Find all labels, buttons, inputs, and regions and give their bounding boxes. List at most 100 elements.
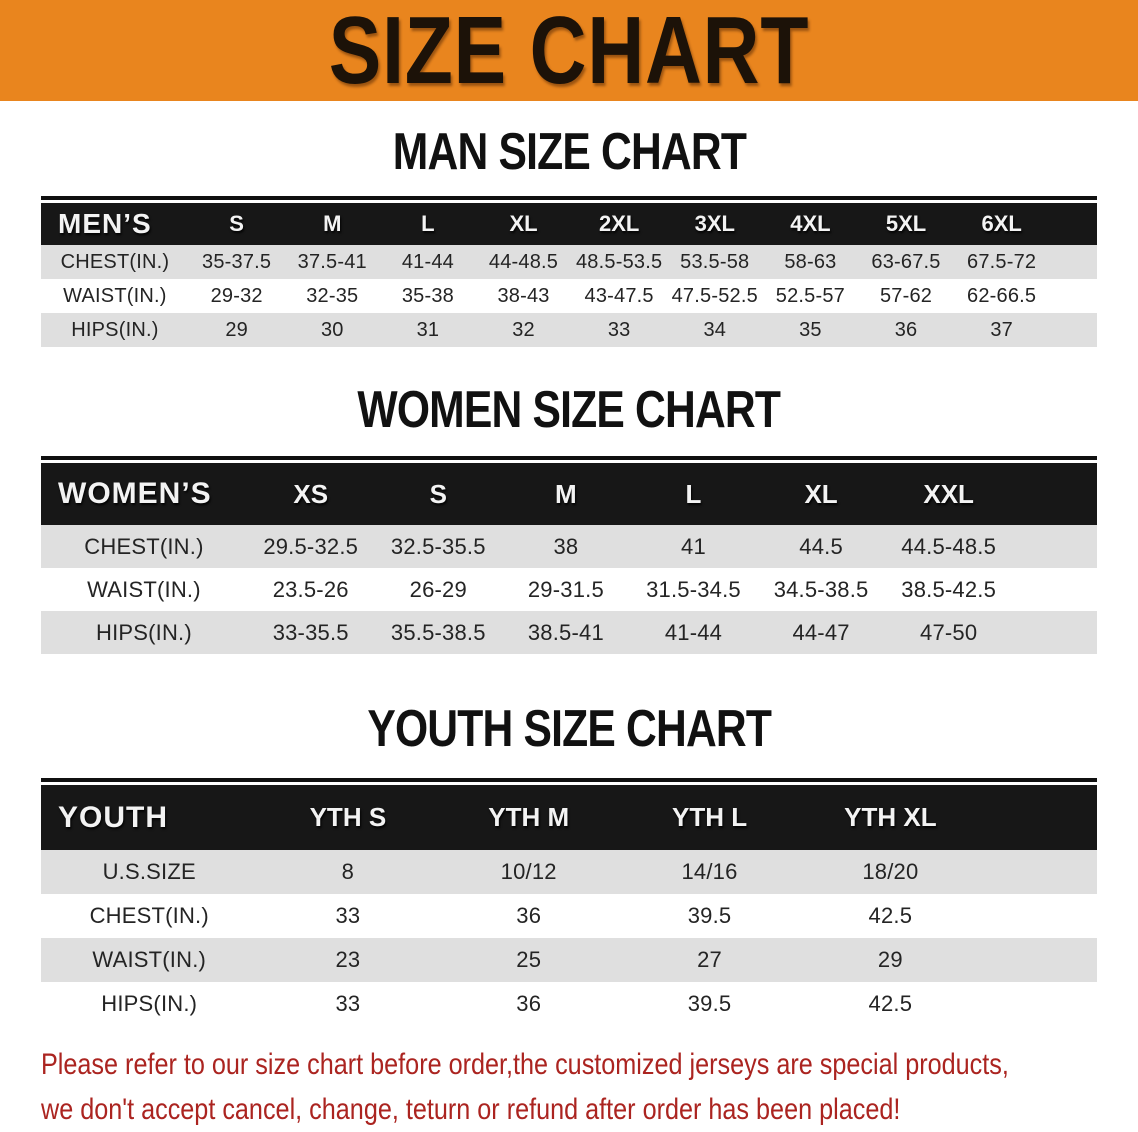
size-cell: 34.5-38.5 xyxy=(773,576,869,602)
size-cell: 42.5 xyxy=(868,903,913,928)
size-cell: 38-43 xyxy=(497,284,550,307)
table-row: U.S.SIZE 8 10/12 14/16 18/20 xyxy=(41,850,1097,894)
policy-note: Please refer to our size chart before or… xyxy=(41,1042,1138,1132)
size-cell: 18/20 xyxy=(862,859,919,884)
spacer-cell xyxy=(981,850,1097,894)
women-header-row: WOMEN’S XS S M L XL XXL xyxy=(41,463,1097,525)
spacer-cell xyxy=(1049,245,1097,279)
men-col-header-3xl: 3XL xyxy=(666,203,763,245)
size-cell: 29-31.5 xyxy=(527,576,604,602)
size-cell: 37 xyxy=(990,318,1013,341)
size-cell: 42.5 xyxy=(868,991,913,1016)
women-chart-heading-text: WOMEN SIZE CHART xyxy=(357,381,782,439)
women-corner-label: WOMEN’S xyxy=(41,463,247,525)
size-cell: 31 xyxy=(416,318,440,341)
size-cell: 41-44 xyxy=(664,619,723,645)
women-col-header-xs: XS xyxy=(246,463,375,525)
women-col-header-s: S xyxy=(374,463,503,525)
size-cell: 38.5-41 xyxy=(527,619,604,645)
size-cell: 48.5-53.5 xyxy=(575,250,663,273)
men-col-header-s: S xyxy=(188,203,285,245)
size-cell: 29 xyxy=(877,947,903,972)
row-label: U.S.SIZE xyxy=(102,859,196,884)
size-cell: 52.5-57 xyxy=(775,284,845,307)
size-cell: 27 xyxy=(697,947,722,972)
size-cell: 32.5-35.5 xyxy=(390,533,486,559)
size-cell: 29.5-32.5 xyxy=(263,533,359,559)
row-label: WAIST(IN.) xyxy=(87,576,201,602)
spacer-cell xyxy=(1012,463,1097,525)
youth-corner-label: YOUTH xyxy=(41,785,258,850)
men-col-header-2xl: 2XL xyxy=(571,203,667,245)
size-cell: 62-66.5 xyxy=(967,284,1037,307)
youth-header-row: YOUTH YTH S YTH M YTH L YTH XL xyxy=(41,785,1097,850)
size-cell: 53.5-58 xyxy=(680,250,750,273)
men-col-header-6xl: 6XL xyxy=(953,203,1050,245)
size-cell: 29 xyxy=(225,318,248,341)
size-cell: 32-35 xyxy=(306,284,359,307)
size-cell: 39.5 xyxy=(687,991,732,1016)
women-chart-heading: WOMEN SIZE CHART xyxy=(0,381,1138,439)
size-cell: 35-38 xyxy=(401,284,454,307)
row-label: HIPS(IN.) xyxy=(71,318,159,341)
size-cell: 38 xyxy=(553,533,579,559)
women-col-header-l: L xyxy=(629,463,758,525)
men-size-section: MAN SIZE CHART MEN’S S M L XL 2XL 3XL 4XL 5XL 6XL… xyxy=(0,126,1138,347)
women-table: WOMEN’S XS S M L XL XXL CHEST(IN.) 29.5-32.5 32.5… xyxy=(41,463,1097,654)
size-cell: 33 xyxy=(335,991,361,1016)
size-cell: 37.5-41 xyxy=(297,250,367,273)
size-cell: 26-29 xyxy=(409,576,467,602)
men-size-table: MEN’S S M L XL 2XL 3XL 4XL 5XL 6XL CHEST(IN.) 35-37… xyxy=(41,196,1097,347)
youth-col-header-yth-xl: YTH XL xyxy=(799,785,981,850)
size-cell: 67.5-72 xyxy=(967,250,1037,273)
spacer-cell xyxy=(1049,203,1097,245)
size-cell: 44-48.5 xyxy=(488,250,559,273)
women-size-section: WOMEN SIZE CHART WOMEN’S XS S M L XL XXL CHEST(… xyxy=(0,381,1138,654)
women-col-header-xxl: XXL xyxy=(884,463,1013,525)
row-label: WAIST(IN.) xyxy=(63,284,167,307)
size-cell: 23 xyxy=(335,947,361,972)
youth-chart-heading-text: YOUTH SIZE CHART xyxy=(367,700,772,758)
men-chart-heading: MAN SIZE CHART xyxy=(0,126,1138,178)
men-corner-label: MEN’S xyxy=(41,203,189,245)
size-cell: 44-47 xyxy=(792,619,850,645)
size-cell: 35-37.5 xyxy=(202,250,272,273)
size-cell: 47-50 xyxy=(920,619,978,645)
table-row: WAIST(IN.) 29-32 32-35 35-38 38-43 43-47.5 47.… xyxy=(41,279,1097,313)
spacer-cell xyxy=(1049,313,1097,347)
size-cell: 25 xyxy=(516,947,542,972)
size-cell: 32 xyxy=(512,318,535,341)
size-cell: 57-62 xyxy=(879,284,933,307)
size-cell: 14/16 xyxy=(681,859,738,884)
size-cell: 36 xyxy=(516,991,542,1016)
youth-col-header-yth-s: YTH S xyxy=(257,785,439,850)
policy-note-line-2: we don't accept cancel, change, teturn o… xyxy=(41,1087,1138,1132)
size-cell: 41 xyxy=(681,533,706,559)
youth-chart-heading: YOUTH SIZE CHART xyxy=(0,700,1138,758)
women-size-table: WOMEN’S XS S M L XL XXL CHEST(IN.) 29.5-32.5 32.5… xyxy=(41,456,1097,654)
size-cell: 36 xyxy=(516,903,542,928)
banner: SIZE CHART xyxy=(0,0,1138,101)
row-label: HIPS(IN.) xyxy=(101,991,198,1016)
size-cell: 33 xyxy=(607,318,631,341)
table-row: CHEST(IN.) 29.5-32.5 32.5-35.5 38 41 44.5 44.5… xyxy=(41,525,1097,568)
size-cell: 44.5 xyxy=(799,533,843,559)
table-row: HIPS(IN.) 33 36 39.5 42.5 xyxy=(41,982,1097,1026)
table-row: HIPS(IN.) 33-35.5 35.5-38.5 38.5-41 41-44 44-… xyxy=(41,611,1097,654)
size-cell: 33-35.5 xyxy=(272,619,349,645)
size-cell: 36 xyxy=(894,318,918,341)
men-table: MEN’S S M L XL 2XL 3XL 4XL 5XL 6XL CHEST(IN.) 35-37… xyxy=(41,203,1097,347)
spacer-cell xyxy=(1012,568,1097,611)
youth-col-header-yth-m: YTH M xyxy=(438,785,620,850)
men-col-header-5xl: 5XL xyxy=(858,203,954,245)
table-row: HIPS(IN.) 29 30 31 32 33 34 35 36 37 xyxy=(41,313,1097,347)
size-cell: 58-63 xyxy=(784,250,837,273)
size-cell: 38.5-42.5 xyxy=(901,576,997,602)
table-row: WAIST(IN.) 23 25 27 29 xyxy=(41,938,1097,982)
spacer-cell xyxy=(980,785,1097,850)
spacer-cell xyxy=(981,982,1097,1026)
size-cell: 29-32 xyxy=(210,284,263,307)
size-cell: 35 xyxy=(799,318,822,341)
size-cell: 63-67.5 xyxy=(871,250,941,273)
size-cell: 35.5-38.5 xyxy=(390,619,486,645)
